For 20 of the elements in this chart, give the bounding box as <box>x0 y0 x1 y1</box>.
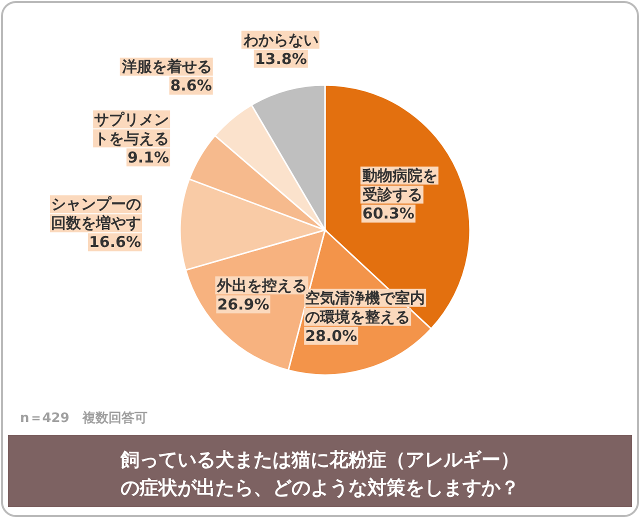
slice-label: 洋服を着せる 8.6% <box>120 58 213 95</box>
data-label: 9.1% <box>127 148 170 166</box>
slice-label: サプリメントを与える 9.1% <box>93 110 170 166</box>
data-label: 60.3% <box>362 204 414 223</box>
slice-label: 洋服を着せる <box>120 58 212 76</box>
slice-label: 動物病院を受診する 60.3% <box>360 166 438 223</box>
data-label: 8.6% <box>170 76 212 95</box>
data-label: 26.9% <box>217 295 270 314</box>
data-label: 28.0% <box>305 326 358 345</box>
text: n＝429 複数回答可 <box>20 410 148 426</box>
slice-label: 動物病院を受診する <box>361 166 438 204</box>
slice-label: わからない <box>242 30 318 49</box>
data-label: 16.6% <box>88 233 142 252</box>
text: 飼っている犬または猫に花粉症（アレルギー）の症状が出たら、どのような対策をしますか？ <box>120 449 520 499</box>
slice-label: シャンプーの回数を増やす <box>51 195 142 232</box>
slice-label: わからない 13.8% <box>241 30 320 68</box>
slice-label: サプリメントを与える <box>94 110 170 148</box>
slice-label: 外出を控える <box>216 276 308 294</box>
data-label: 13.8% <box>254 50 307 68</box>
slice-label: シャンプーの回数を増やす 16.6% <box>50 195 142 252</box>
